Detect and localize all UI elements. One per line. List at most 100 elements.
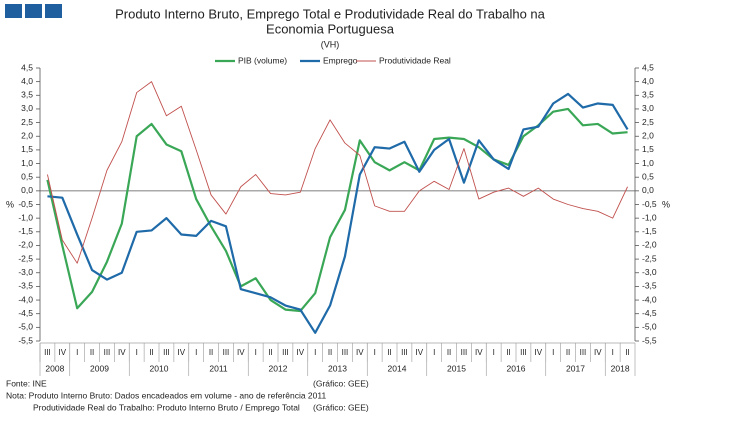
y-tick-label: 0,0 (21, 185, 33, 195)
x-group-label: 2009 (90, 363, 109, 373)
chart-title: Economia Portuguesa (266, 21, 395, 36)
x-tick-label: II (566, 348, 570, 357)
y2-tick-label: 2,0 (642, 131, 654, 141)
series-line (46, 107, 628, 313)
chart-subtitle: (VH) (321, 39, 340, 49)
x-tick-label: IV (416, 348, 424, 357)
x-tick-label: II (90, 348, 94, 357)
y-tick-label: 2,5 (21, 117, 33, 127)
x-tick-label: I (433, 348, 435, 357)
x-tick-label: IV (297, 348, 305, 357)
x-tick-label: IV (594, 348, 602, 357)
y-tick-label: 4,5 (21, 62, 33, 72)
footer-credit: (Gráfico: GEE) (313, 378, 369, 388)
y-tick-label: -1,5 (18, 226, 33, 236)
legend-label: Emprego (323, 55, 358, 65)
x-tick-label: III (401, 348, 408, 357)
x-tick-label: III (342, 348, 349, 357)
y2-tick-label: 2,5 (642, 117, 654, 127)
logo-square (25, 4, 42, 18)
y-tick-label: 1,5 (21, 144, 33, 154)
x-tick-label: I (493, 348, 495, 357)
y-tick-label: 0,5 (21, 171, 33, 181)
x-tick-label: I (195, 348, 197, 357)
y-tick-label: -3,0 (18, 267, 33, 277)
x-tick-label: I (552, 348, 554, 357)
legend-label: PIB (volume) (238, 55, 287, 65)
x-tick-label: II (387, 348, 391, 357)
x-tick-label: IV (237, 348, 245, 357)
x-group-label: 2017 (566, 363, 585, 373)
chart-title: Produto Interno Bruto, Emprego Total e P… (115, 6, 546, 21)
x-group-label: 2014 (388, 363, 407, 373)
x-group-label: 2011 (209, 363, 228, 373)
legend-label: Produtividade Real (379, 55, 451, 65)
y2-tick-label: -4,0 (642, 294, 657, 304)
x-tick-label: III (461, 348, 468, 357)
x-tick-label: I (255, 348, 257, 357)
y-tick-label: -4,0 (18, 294, 33, 304)
y-tick-label: 3,5 (21, 90, 33, 100)
x-tick-label: III (580, 348, 587, 357)
y-tick-label: -4,5 (18, 308, 33, 318)
x-group-label: 2013 (328, 363, 347, 373)
y-tick-label: -5,0 (18, 322, 33, 332)
x-group-label: 2010 (150, 363, 169, 373)
x-tick-label: II (149, 348, 153, 357)
x-tick-label: IV (59, 348, 67, 357)
y-tick-label: -2,5 (18, 253, 33, 263)
footer-source: Fonte: INE (6, 378, 47, 388)
footer-credit: (Gráfico: GEE) (313, 402, 369, 412)
series-line (47, 81, 628, 264)
x-group-label: 2012 (269, 363, 288, 373)
y2-tick-label: 4,0 (642, 76, 654, 86)
y2-tick-label: -0,5 (642, 199, 657, 209)
y2-tick-label: 3,0 (642, 103, 654, 113)
y2-tick-label: 0,5 (642, 171, 654, 181)
x-tick-label: II (209, 348, 213, 357)
series-line (47, 92, 629, 334)
y2-tick-label: 0,0 (642, 185, 654, 195)
x-group-label: 2016 (507, 363, 526, 373)
y2-tick-label: -2,0 (642, 240, 657, 250)
y2-tick-label: -1,0 (642, 212, 657, 222)
y-tick-label: 4,0 (21, 76, 33, 86)
y-tick-label: -1,0 (18, 212, 33, 222)
y2-tick-label: -5,5 (642, 335, 657, 345)
y2-tick-label: -3,5 (642, 281, 657, 291)
x-group-label: 2008 (45, 363, 64, 373)
x-tick-label: I (612, 348, 614, 357)
x-group-label: 2018 (611, 363, 630, 373)
x-tick-label: IV (118, 348, 126, 357)
x-tick-label: II (447, 348, 451, 357)
x-tick-label: IV (475, 348, 483, 357)
y2-tick-label: 1,0 (642, 158, 654, 168)
x-group-label: 2015 (447, 363, 466, 373)
y2-tick-label: -1,5 (642, 226, 657, 236)
y-tick-label: 1,0 (21, 158, 33, 168)
footer-note: Produtividade Real do Trabalho: Produto … (33, 402, 300, 412)
logo-square (45, 4, 62, 18)
x-tick-label: I (136, 348, 138, 357)
y2-axis-label: % (662, 199, 670, 209)
x-tick-label: II (328, 348, 332, 357)
y2-tick-label: 1,5 (642, 144, 654, 154)
x-tick-label: I (374, 348, 376, 357)
x-tick-label: I (76, 348, 78, 357)
y2-tick-label: 3,5 (642, 90, 654, 100)
y2-tick-label: -5,0 (642, 322, 657, 332)
x-tick-label: IV (178, 348, 186, 357)
x-tick-label: III (223, 348, 230, 357)
x-tick-label: II (506, 348, 510, 357)
x-tick-label: I (314, 348, 316, 357)
y2-tick-label: 4,5 (642, 62, 654, 72)
x-tick-label: III (520, 348, 527, 357)
x-tick-label: III (282, 348, 289, 357)
y-tick-label: -3,5 (18, 281, 33, 291)
x-tick-label: III (163, 348, 170, 357)
y-axis-label: % (6, 199, 14, 209)
x-tick-label: III (44, 348, 51, 357)
logo-square (5, 4, 22, 18)
y-tick-label: -0,5 (18, 199, 33, 209)
